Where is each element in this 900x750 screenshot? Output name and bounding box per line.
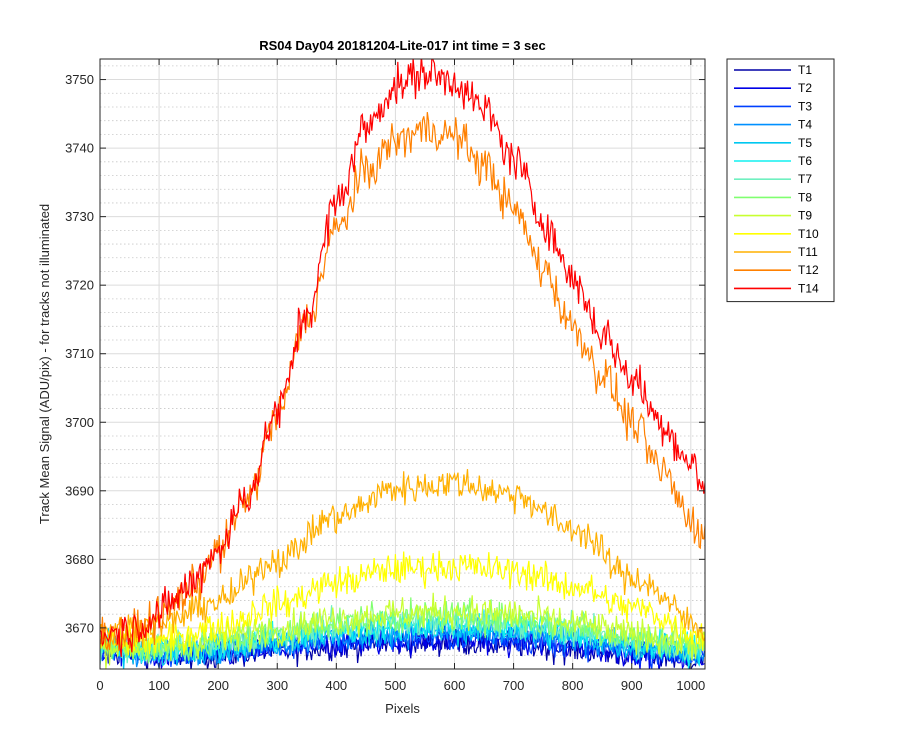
- x-tick-label: 0: [96, 678, 103, 693]
- series-line-t11: [100, 469, 705, 648]
- y-tick-label: 3720: [65, 278, 94, 293]
- plot-frame: [99, 58, 706, 670]
- series-line-t14: [100, 59, 705, 657]
- series-line-t10: [100, 550, 705, 656]
- legend-box: [726, 58, 835, 303]
- legend-label-t9: T9: [798, 209, 812, 223]
- legend-label-t1: T1: [798, 63, 812, 77]
- y-tick-label: 3690: [65, 483, 94, 498]
- y-tick-label: 3750: [65, 72, 94, 87]
- legend-label-t2: T2: [798, 81, 812, 95]
- chart-title: RS04 Day04 20181204-Lite-017 int time = …: [259, 38, 546, 53]
- y-tick-label: 3730: [65, 209, 94, 224]
- x-tick-label: 300: [266, 678, 288, 693]
- legend-label-t7: T7: [798, 172, 812, 186]
- y-tick-label: 3700: [65, 415, 94, 430]
- x-axis: 0 100 200 300 400 500 600 700 800 900 1000: [96, 59, 705, 693]
- x-tick-label: 100: [148, 678, 170, 693]
- x-tick-label: 500: [385, 678, 407, 693]
- x-tick-label: 400: [325, 678, 347, 693]
- y-axis: 3670 3680 3690 3700 3710 3720 3730 3740 3750: [65, 72, 705, 635]
- series-line-t9: [100, 592, 705, 669]
- series-line-t12: [100, 112, 705, 652]
- legend-label-t3: T3: [798, 99, 812, 113]
- y-tick-label: 3740: [65, 141, 94, 156]
- legend-label-t6: T6: [798, 154, 812, 168]
- x-tick-label: 700: [503, 678, 525, 693]
- legend-label-t5: T5: [798, 136, 812, 150]
- x-axis-label: Pixels: [385, 701, 420, 716]
- x-tick-label: 800: [562, 678, 584, 693]
- x-tick-label: 900: [621, 678, 643, 693]
- y-axis-label: Track Mean Signal (ADU/pix) - for tracks…: [37, 204, 52, 524]
- x-tick-label: 1000: [676, 678, 705, 693]
- y-tick-label: 3680: [65, 552, 94, 567]
- x-tick-label: 600: [444, 678, 466, 693]
- legend-label-t4: T4: [798, 118, 812, 132]
- y-tick-label: 3670: [65, 620, 94, 635]
- legend-label-t10: T10: [798, 227, 819, 241]
- legend-label-t14: T14: [798, 281, 819, 295]
- legend-label-t8: T8: [798, 190, 812, 204]
- legend-label-t11: T11: [798, 245, 818, 259]
- legend: T1 T2 T3 T4 T5 T6 T7 T8 T9 T10 T11 T12 T14: [726, 58, 835, 303]
- series-layer: [100, 59, 705, 669]
- y-tick-label: 3710: [65, 346, 94, 361]
- x-tick-label: 200: [207, 678, 229, 693]
- legend-label-t12: T12: [798, 263, 819, 277]
